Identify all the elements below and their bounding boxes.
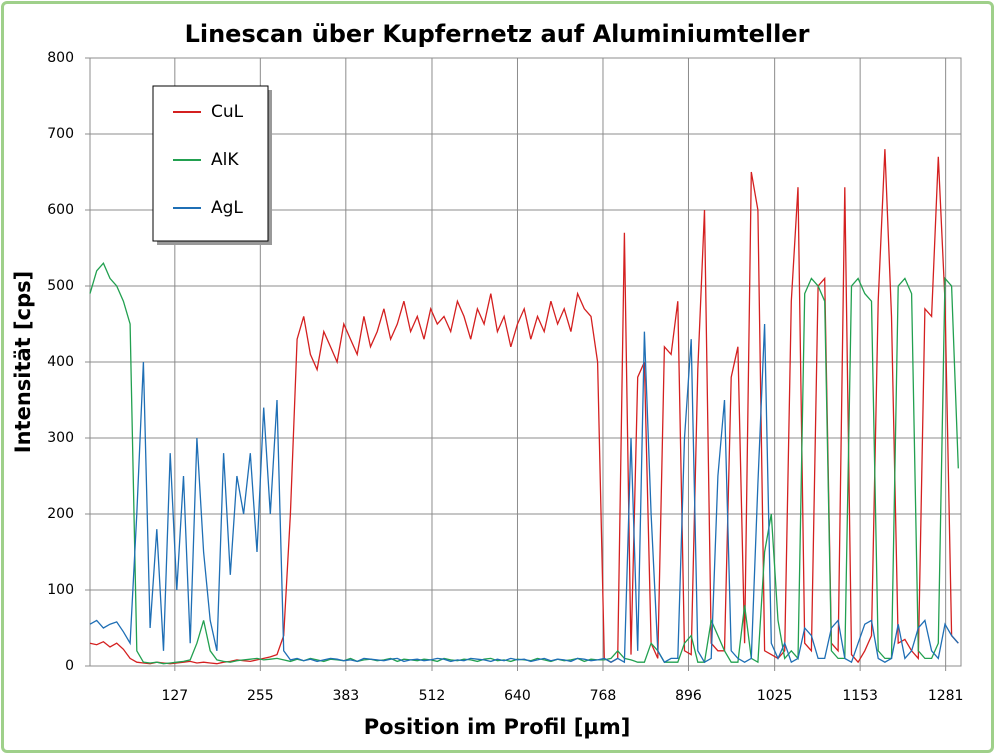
y-axis-label: Intensität [cps] (11, 271, 35, 453)
y-tick-label: 500 (47, 278, 74, 294)
x-tick-label: 1281 (928, 688, 964, 704)
y-tick-label: 700 (47, 126, 74, 142)
x-tick-label: 1153 (842, 688, 878, 704)
y-tick-label: 400 (47, 354, 74, 370)
data-line (89, 262, 959, 665)
x-tick-label: 768 (590, 688, 617, 704)
y-tick-label: 200 (47, 506, 74, 522)
y-tick-label: 600 (47, 202, 74, 218)
y-tick-label: 0 (65, 658, 74, 674)
data-line (89, 149, 959, 665)
y-tick-label: 800 (47, 50, 74, 66)
x-tick-label: 127 (161, 688, 188, 704)
x-tick-label: 896 (675, 688, 702, 704)
data-line (89, 323, 959, 664)
x-tick-label: 383 (332, 688, 359, 704)
legend-label: AlK (211, 150, 239, 170)
x-tick-label: 640 (504, 688, 531, 704)
legend-label: CuL (211, 102, 244, 122)
legend-label: AgL (211, 198, 243, 218)
y-tick-label: 300 (47, 430, 74, 446)
x-axis-label: Position im Profil [µm] (364, 715, 631, 739)
y-tick-label: 100 (47, 582, 74, 598)
x-tick-label: 255 (247, 688, 274, 704)
x-tick-label: 512 (419, 688, 446, 704)
chart-title: Linescan über Kupfernetz auf Aluminiumte… (185, 20, 810, 48)
x-tick-label: 1025 (757, 688, 793, 704)
legend (152, 85, 269, 242)
